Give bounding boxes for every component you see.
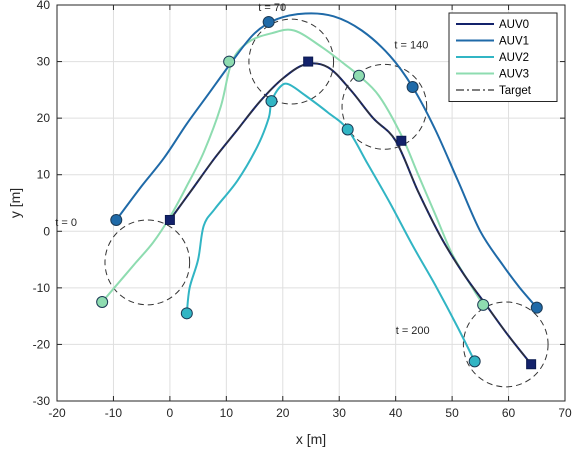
- legend-label: AUV3: [499, 69, 529, 81]
- series-line-auv3: [101, 28, 485, 306]
- marker-auv3: [352, 69, 365, 82]
- axes-box: [56, 4, 566, 402]
- marker-auv1: [530, 301, 543, 314]
- marker-auv3: [477, 298, 490, 311]
- x-tick-label: 50: [445, 406, 459, 420]
- y-axis-label: y [m]: [7, 188, 23, 218]
- y-tick-label: -10: [33, 281, 51, 295]
- x-tick-label: 10: [220, 406, 234, 420]
- data-layer: [96, 12, 549, 388]
- x-tick-label: 70: [558, 406, 572, 420]
- formation-circle: [104, 219, 191, 306]
- series-line-target: [169, 62, 532, 365]
- marker-auv2: [265, 95, 278, 108]
- y-tick-label: 20: [37, 111, 51, 125]
- legend-label: AUV2: [499, 52, 529, 64]
- y-tick-label: 40: [37, 0, 51, 12]
- legend-label: AUV0: [499, 19, 529, 31]
- y-tick-label: 30: [37, 55, 51, 69]
- x-tick-label: 60: [502, 406, 516, 420]
- marker-auv0: [303, 56, 314, 67]
- legend-label: Target: [499, 85, 532, 97]
- marker-auv3: [96, 296, 109, 308]
- series-line-auv2: [185, 82, 476, 363]
- marker-auv0: [164, 214, 175, 225]
- time-label: t = 0: [55, 217, 77, 229]
- marker-auv0: [396, 135, 407, 146]
- series-line-auv1: [115, 12, 538, 309]
- y-tick-label: -30: [33, 394, 51, 408]
- y-tick-label: 0: [43, 224, 50, 238]
- x-tick-label: -10: [105, 406, 123, 420]
- marker-auv2: [180, 307, 193, 320]
- marker-auv0: [526, 359, 537, 370]
- x-tick-label: -20: [48, 406, 66, 420]
- x-tick-label: 20: [276, 406, 290, 420]
- x-tick-label: 30: [333, 406, 347, 420]
- formation-circle: [341, 63, 428, 150]
- marker-auv1: [110, 213, 123, 226]
- marker-auv3: [223, 55, 236, 68]
- y-tick-label: 10: [37, 168, 51, 182]
- legend-label: AUV1: [499, 36, 529, 48]
- time-label: t = 200: [396, 325, 430, 337]
- time-label: t = 70: [258, 2, 286, 14]
- y-tick-label: -20: [33, 337, 51, 351]
- x-tick-label: 40: [389, 406, 403, 420]
- x-tick-label: 0: [167, 406, 174, 420]
- time-label: t = 140: [394, 39, 428, 51]
- marker-auv2: [468, 355, 481, 368]
- formation-circle: [248, 18, 335, 105]
- marker-auv1: [262, 15, 275, 28]
- legend: AUV0 AUV1 AUV2 AUV3 Target: [448, 12, 558, 102]
- marker-auv1: [406, 81, 419, 94]
- x-axis-label: x [m]: [296, 431, 326, 447]
- formation-circle: [462, 301, 549, 388]
- marker-auv2: [341, 123, 354, 136]
